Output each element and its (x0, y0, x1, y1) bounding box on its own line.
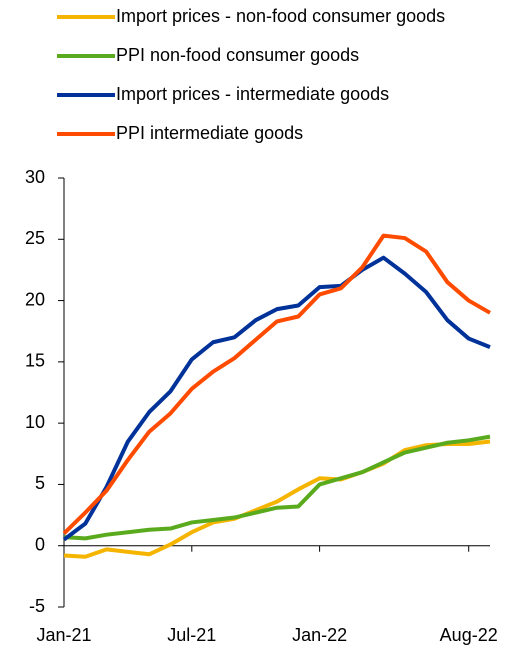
x-tick-label: Jan-22 (292, 625, 347, 645)
y-tick-label: 10 (25, 412, 45, 432)
y-tick-label: -5 (29, 596, 45, 616)
legend-label: PPI intermediate goods (116, 123, 303, 143)
x-tick-label: Aug-22 (440, 625, 498, 645)
y-tick-label: 25 (25, 228, 45, 248)
y-tick-label: 20 (25, 289, 45, 309)
y-tick-label: 0 (35, 534, 45, 554)
legend-label: PPI non-food consumer goods (116, 45, 359, 65)
x-tick-label: Jan-21 (36, 625, 91, 645)
y-tick-label: 5 (35, 473, 45, 493)
series-line (62, 233, 491, 535)
series-line (63, 434, 491, 541)
legend-label: Import prices - non-food consumer goods (116, 6, 445, 26)
series-line (63, 439, 491, 559)
x-tick-label: Jul-21 (167, 625, 216, 645)
legend-label: Import prices - intermediate goods (116, 84, 389, 104)
y-tick-label: 30 (25, 167, 45, 187)
y-tick-label: 15 (25, 351, 45, 371)
series-line (62, 255, 491, 542)
